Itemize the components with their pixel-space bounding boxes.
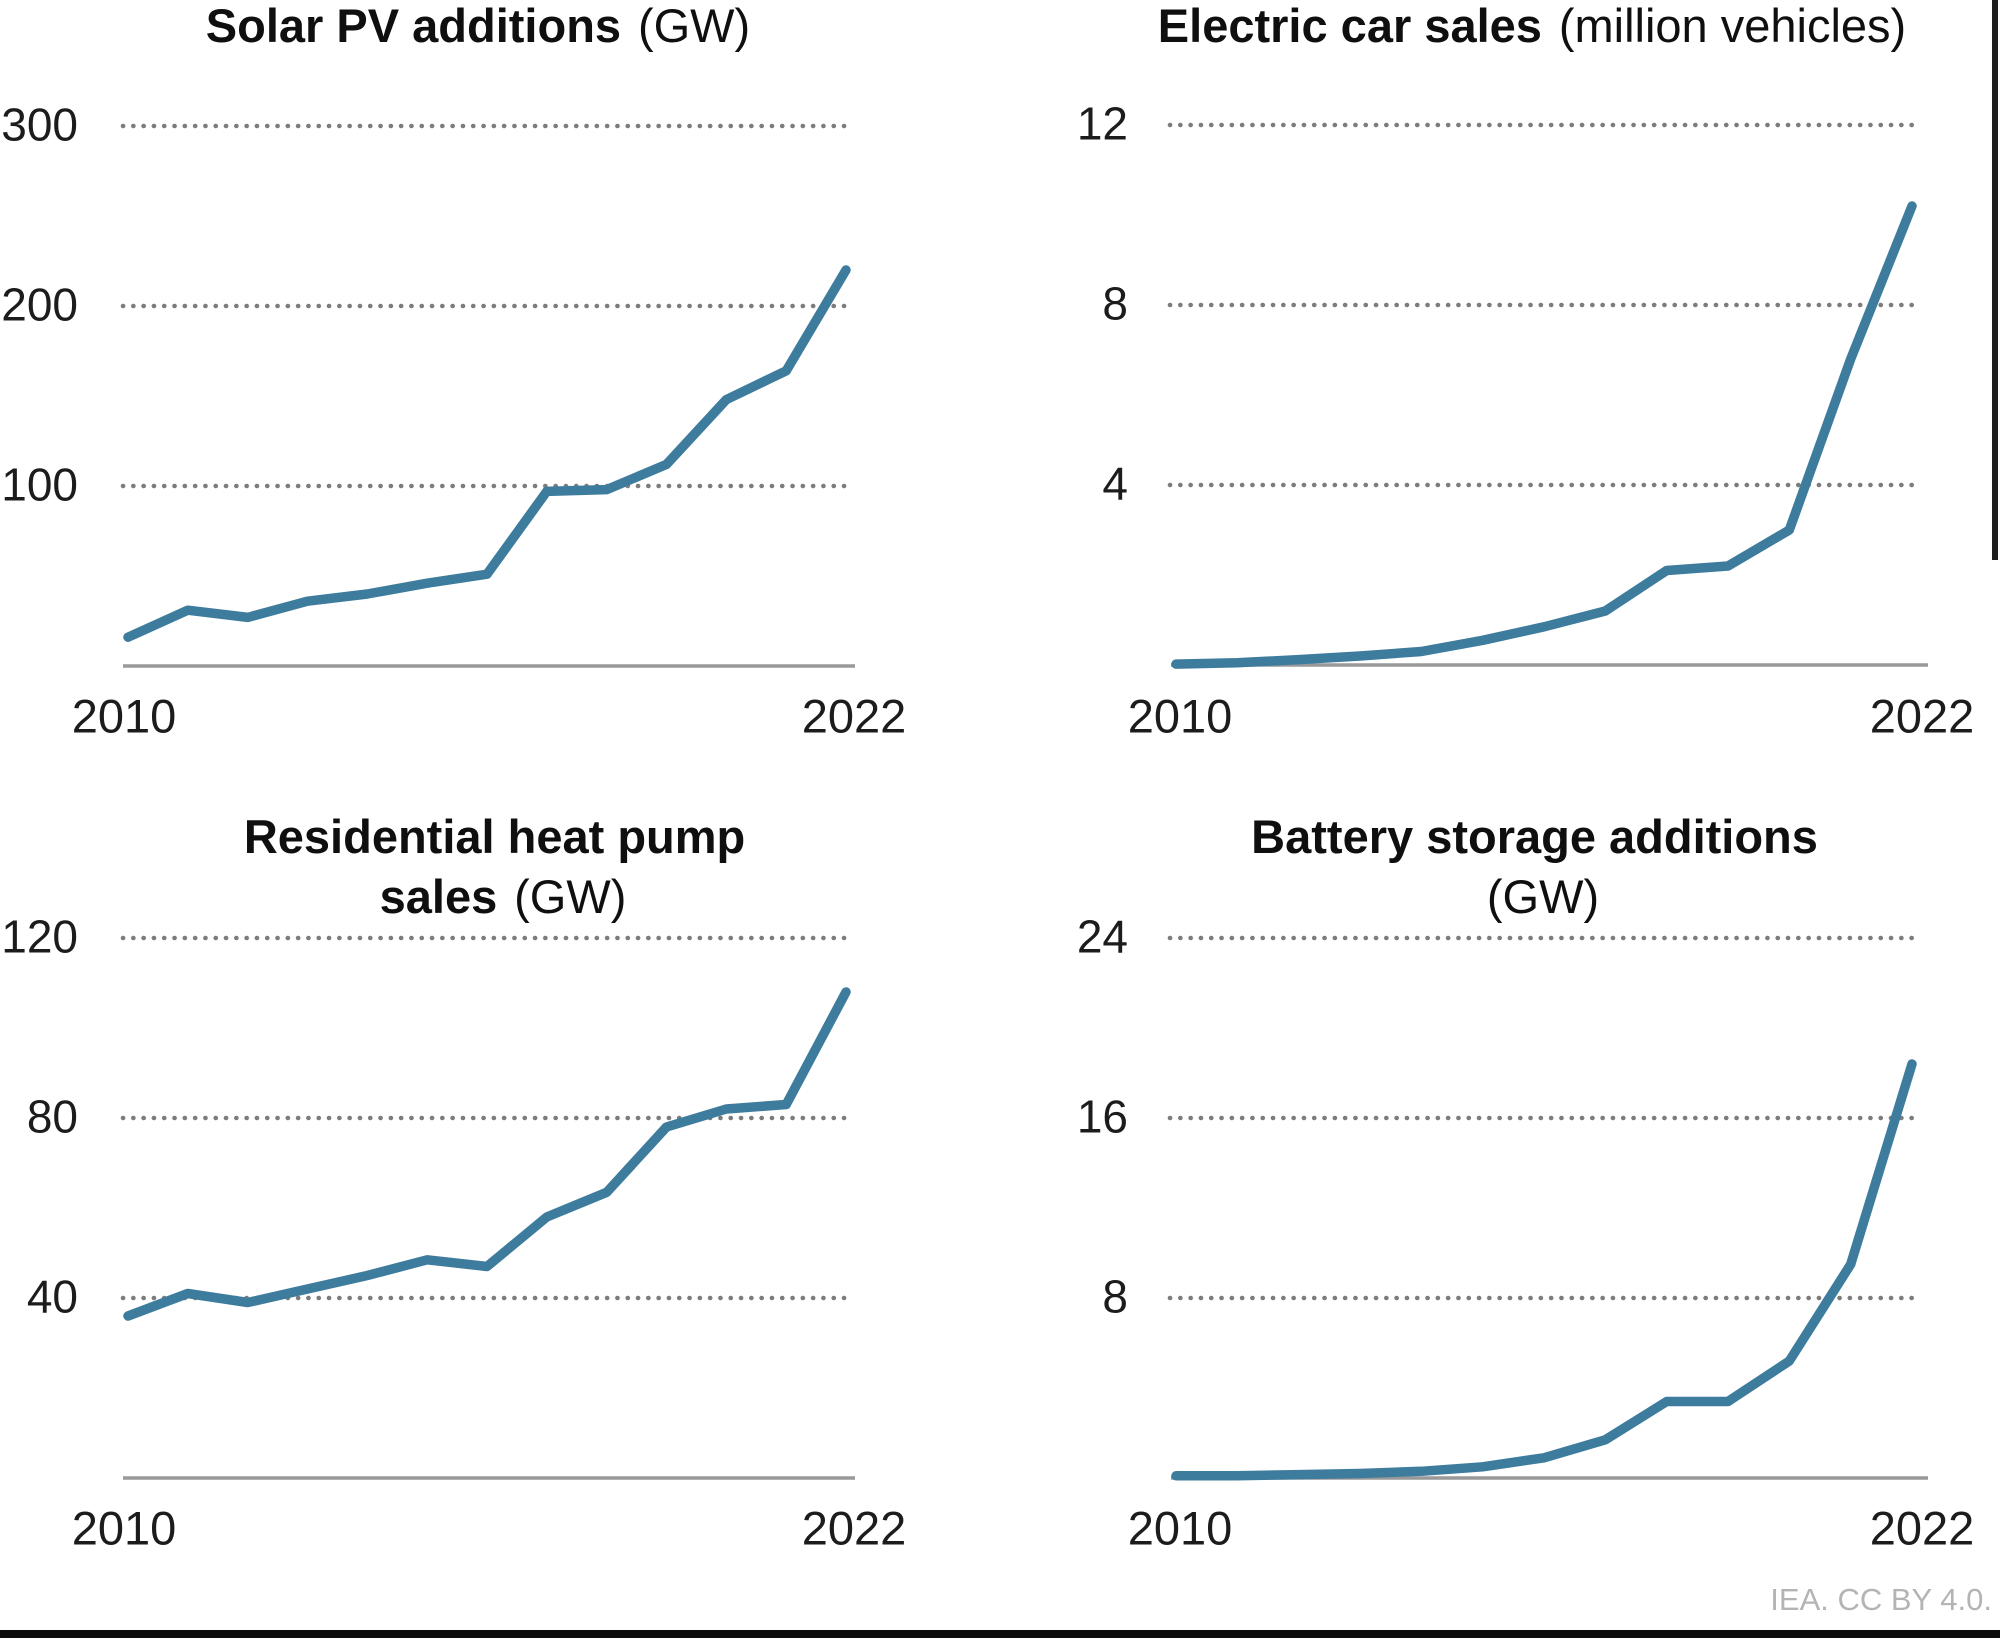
battery-ytick-16: 16 [1076,1090,1128,1143]
ev-xtick-2022: 2022 [1869,689,1975,743]
iea-license-credit: IEA. CC BY 4.0. [1770,1582,1992,1617]
solar-xtick-2022: 2022 [801,689,907,743]
chart-title-heat-pump-line2-bold: sales [379,870,498,923]
ev-ytick-8: 8 [1102,277,1128,330]
solar-ytick-100: 100 [1,458,78,511]
battery-xtick-2010: 2010 [1127,1501,1233,1555]
battery-ytick-8: 8 [1102,1270,1128,1323]
heat-pump-ytick-80: 80 [26,1090,78,1143]
chart-title-solar-pv-unit: (GW) [637,0,751,52]
chart-title-heat-pump-line2-unit: (GW) [514,870,627,923]
ev-ytick-4: 4 [1102,457,1128,510]
bottom-border-line [0,1630,2000,1638]
chart-title-heat-pump-line1: Residential heat pump [244,811,762,863]
chart-title-solar-pv: Solar PV additions (GW) [206,0,750,52]
ev-ytick-12: 12 [1076,97,1128,150]
right-border-line [1992,0,1998,560]
chart-title-heat-pump-line1-bold: Residential heat pump [243,810,746,863]
solar-ytick-200: 200 [1,278,78,331]
battery-storage-additions-series-line [1171,1059,1917,1481]
chart-title-battery-line2: (GW) [1487,871,1599,923]
chart-title-ev-sales-unit: (million vehicles) [1558,0,1907,52]
residential-heat-pump-sales-series-line [123,987,851,1321]
solar-xtick-2010: 2010 [71,689,177,743]
electric-car-sales-series-line [1171,201,1917,669]
heat-pump-ytick-120: 120 [1,910,78,963]
heat-pump-xtick-2010: 2010 [71,1501,177,1555]
chart-title-heat-pump-line2: sales (GW) [380,871,627,923]
battery-xtick-2022: 2022 [1869,1501,1975,1555]
chart-title-ev-sales-bold: Electric car sales [1157,0,1542,52]
heat-pump-ytick-40: 40 [26,1270,78,1323]
battery-ytick-24: 24 [1076,910,1128,963]
heat-pump-xtick-2022: 2022 [801,1501,907,1555]
chart-title-battery-line1: Battery storage additions [1251,811,1835,863]
solar-pv-additions-series-line [123,265,851,642]
solar-ytick-300: 300 [1,98,78,151]
chart-title-battery-line1-bold: Battery storage additions [1251,810,1818,863]
chart-title-battery-line2-unit: (GW) [1486,870,1600,923]
chart-title-solar-pv-bold: Solar PV additions [205,0,622,52]
chart-title-ev-sales: Electric car sales (million vehicles) [1158,0,1906,52]
ev-xtick-2010: 2010 [1127,689,1233,743]
